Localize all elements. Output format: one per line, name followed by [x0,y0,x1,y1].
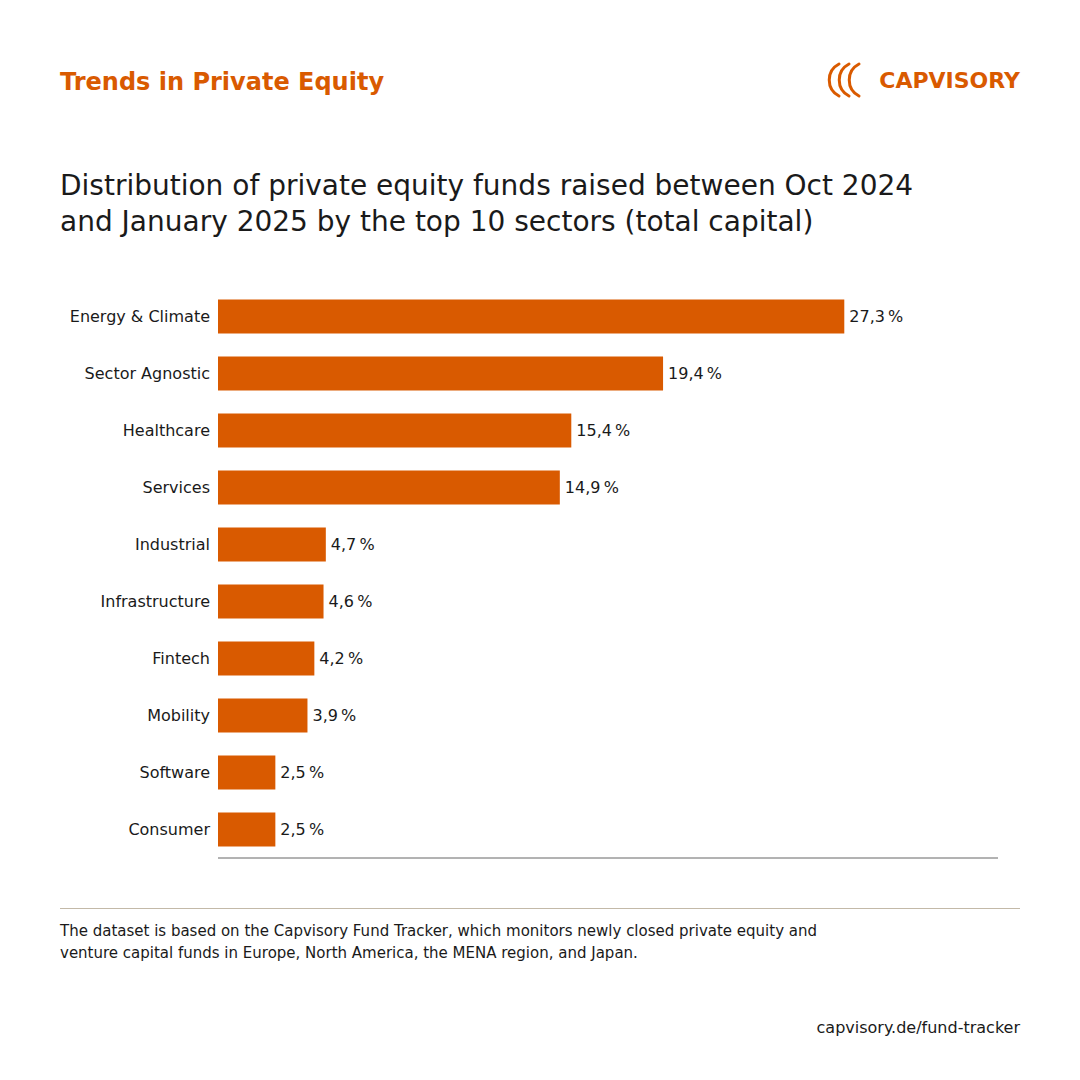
svg-text:2,5 %: 2,5 % [280,820,324,839]
svg-text:Industrial: Industrial [135,535,210,554]
html-text:Distribution of private equity: Distribution of private equity funds rai… [60,169,914,202]
svg-text:Software: Software [139,763,210,782]
svg-text:Mobility: Mobility [147,706,210,725]
svg-text:4,2 %: 4,2 % [319,649,363,668]
svg-text:Fintech: Fintech [152,649,210,668]
svg-text:Consumer: Consumer [128,820,210,839]
svg-text:Sector Agnostic: Sector Agnostic [85,364,210,383]
svg-text:Infrastructure: Infrastructure [101,592,210,611]
svg-text:3,9 %: 3,9 % [312,706,356,725]
html-text:capvisory.de/fund-tracker: capvisory.de/fund-tracker [816,1018,1020,1037]
html-text:CAPVISORY: CAPVISORY [879,67,1020,93]
svg-text:4,7 %: 4,7 % [331,535,375,554]
svg-text:19,4 %: 19,4 % [668,364,722,383]
svg-text:4,6 %: 4,6 % [329,592,373,611]
html-text:and January 2025 by the top 10: and January 2025 by the top 10 sectors (… [60,205,814,238]
svg-text:Energy & Climate: Energy & Climate [70,307,210,326]
svg-text:2,5 %: 2,5 % [280,763,324,782]
svg-text:27,3 %: 27,3 % [849,307,903,326]
svg-text:14,9 %: 14,9 % [565,478,619,497]
html-text:The dataset is based on the Ca: The dataset is based on the Capvisory Fu… [60,922,817,940]
svg-text:Healthcare: Healthcare [123,421,210,440]
html-text:Trends in Private Equity: Trends in Private Equity [60,68,384,96]
svg-text:Services: Services [143,478,210,497]
html-text:venture capital funds in Europ: venture capital funds in Europe, North A… [60,944,638,962]
svg-text:15,4 %: 15,4 % [576,421,630,440]
